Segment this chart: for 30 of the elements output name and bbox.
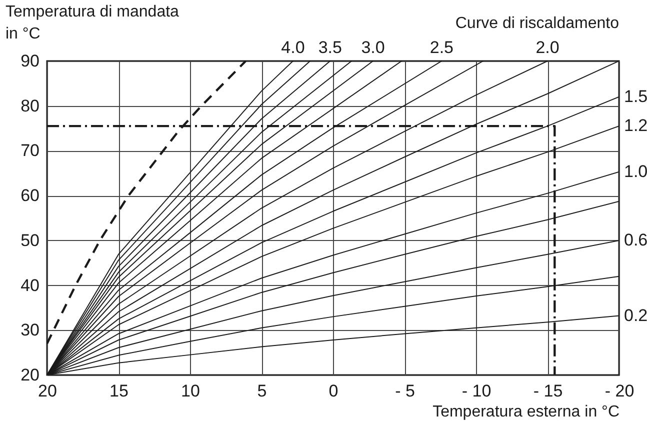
series-label: 1.5 (624, 86, 647, 106)
x-tick-label: 10 (181, 382, 200, 400)
y-axis-title: Temperatura di mandata in °C (6, 4, 180, 42)
series-label: 4.0 (281, 38, 305, 57)
y-tick-label: 90 (20, 52, 40, 70)
x-tick-label: 20 (38, 382, 57, 400)
series-label: 2.5 (430, 38, 454, 57)
series-label: 0.6 (624, 230, 647, 250)
y-tick-label: 30 (20, 320, 40, 340)
y-tick-label: 20 (20, 366, 40, 384)
y-tick-label: 50 (20, 230, 40, 250)
series-label: 1.2 (624, 116, 647, 136)
x-tick-label: - 20 (604, 382, 634, 400)
series-label: 1.0 (624, 162, 647, 181)
x-tick-label: 0 (328, 382, 338, 400)
x-tick-label: 5 (257, 382, 267, 400)
x-tick-label: - 5 (395, 382, 415, 400)
x-axis-title: Temperatura esterna in °C (432, 404, 620, 420)
x-tick-label: - 10 (462, 382, 492, 400)
series-label: 0.2 (624, 306, 647, 325)
y-tick-label: 70 (20, 141, 40, 160)
y-tick-label: 40 (20, 276, 40, 295)
y-tick-label: 80 (20, 96, 40, 116)
series-label: 3.0 (361, 38, 385, 57)
y-tick-label: 60 (20, 186, 40, 206)
x-tick-label: - 15 (533, 382, 563, 400)
legend-title: Curve di riscaldamento (455, 15, 620, 32)
series-label: 3.5 (318, 38, 342, 57)
series-label: 2.0 (536, 38, 560, 57)
x-tick-label: 15 (110, 382, 128, 400)
